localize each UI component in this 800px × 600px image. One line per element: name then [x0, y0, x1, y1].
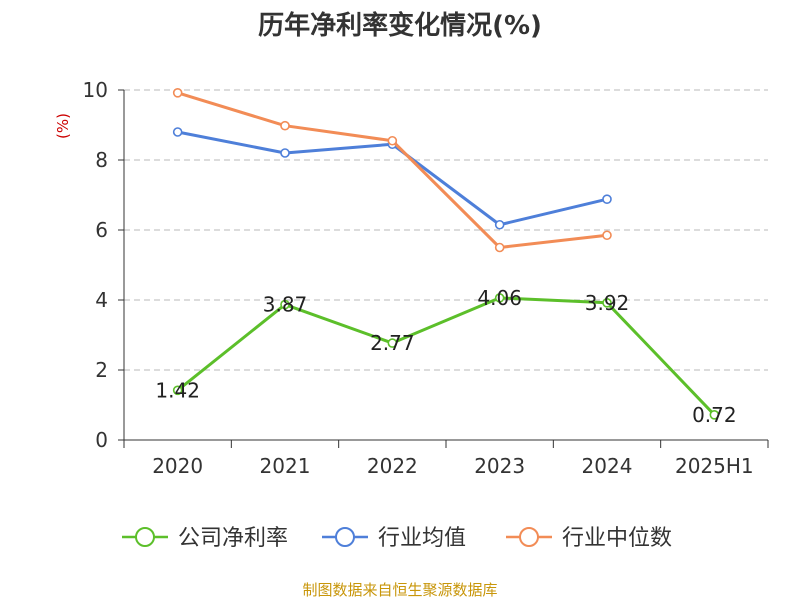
- data-point: [280, 299, 290, 310]
- y-tick-label: 4: [95, 288, 108, 312]
- series-line-2: [177, 91, 608, 249]
- y-tick-label: 10: [83, 78, 108, 102]
- y-tick-label: 0: [95, 428, 108, 452]
- data-label: 0.72: [692, 403, 737, 427]
- x-tick-label: 2022: [367, 454, 418, 478]
- data-label: 2.77: [370, 331, 415, 355]
- y-axis-label: (%): [54, 113, 72, 139]
- x-tick-label: 2024: [582, 454, 633, 478]
- data-point: [280, 120, 290, 131]
- x-tick-label: 2023: [474, 454, 525, 478]
- legend-label: 行业中位数: [562, 526, 672, 551]
- y-tick-label: 2: [95, 358, 108, 382]
- data-point: [602, 194, 612, 204]
- y-tick-label: 8: [95, 148, 108, 172]
- chart-title: 历年净利率变化情况(%): [258, 10, 542, 41]
- data-point: [494, 219, 505, 230]
- legend-marker: [519, 527, 539, 547]
- x-tick-label: 2021: [260, 454, 311, 478]
- data-point: [494, 293, 505, 303]
- data-label: 3.92: [585, 291, 630, 315]
- data-label: 1.42: [155, 378, 200, 402]
- legend-marker: [335, 527, 355, 547]
- x-tick-label: 2020: [152, 454, 203, 478]
- data-point: [494, 242, 505, 253]
- series-line-0: [176, 296, 716, 416]
- legend-label: 行业均值: [378, 526, 466, 551]
- data-point: [709, 409, 720, 420]
- data-point: [280, 148, 290, 158]
- data-label: 3.87: [263, 293, 308, 317]
- data-point: [172, 127, 183, 137]
- data-point: [172, 385, 183, 396]
- legend-label: 公司净利率: [178, 526, 288, 551]
- data-point: [387, 338, 398, 348]
- y-tick-label: 6: [95, 218, 108, 242]
- data-point: [602, 297, 612, 308]
- data-point: [602, 230, 612, 241]
- data-label: 4.06: [477, 286, 522, 310]
- data-point: [387, 135, 398, 146]
- data-point: [172, 88, 183, 98]
- x-tick-label: 2025H1: [675, 454, 754, 478]
- source-note: 制图数据来自恒生聚源数据库: [302, 581, 497, 599]
- legend-marker: [135, 527, 155, 547]
